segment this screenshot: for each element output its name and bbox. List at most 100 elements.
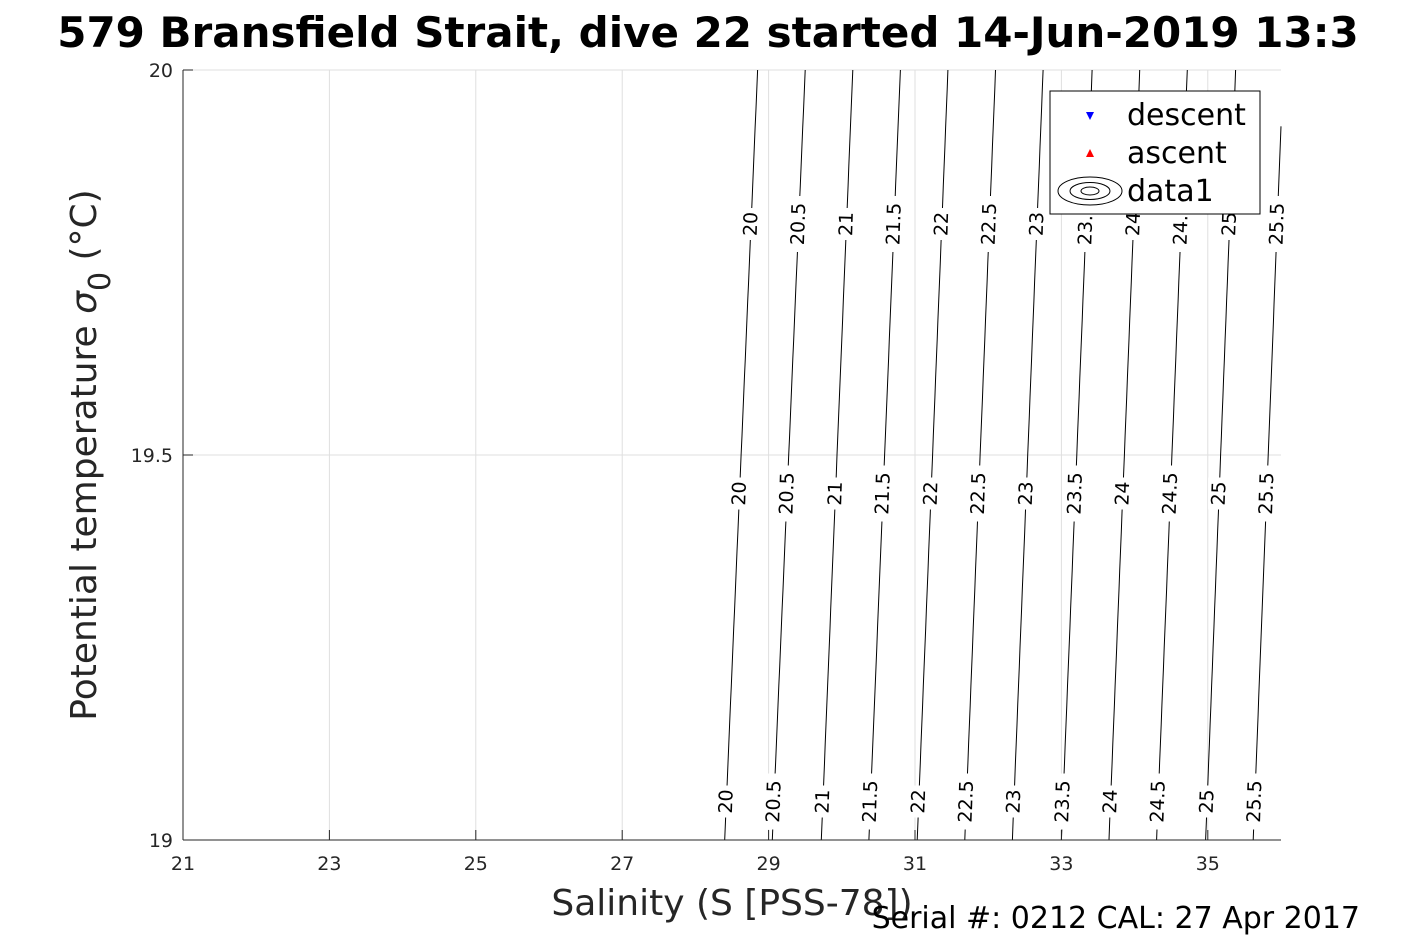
contour-label-0-1: 20 xyxy=(728,481,751,506)
contour-label-bg-8-2 xyxy=(1099,785,1122,818)
contour-label-bg-2-0 xyxy=(835,208,858,240)
contour-label-11-0: 25.5 xyxy=(1265,202,1288,245)
contour-label-bg-1-1 xyxy=(776,465,799,522)
legend-label-ascent: ascent xyxy=(1127,136,1227,171)
contour-label-9-2: 24.5 xyxy=(1146,780,1169,823)
contour-label-8-2: 24 xyxy=(1099,789,1122,814)
contour-label-4-2: 22 xyxy=(907,789,930,814)
contour-label-5-2: 22.5 xyxy=(955,780,978,823)
y-tick-label-0: 19 xyxy=(149,830,173,852)
contour-label-bg-2-1 xyxy=(824,477,847,510)
contour-label-bg-1-0 xyxy=(787,196,810,252)
contour-label-bg-11-1 xyxy=(1255,465,1278,522)
y-axis-label-subscript: 0 xyxy=(83,272,118,291)
contour-label-bg-11-0 xyxy=(1266,196,1289,252)
contour-label-10-0: 25 xyxy=(1218,212,1241,237)
contour-label-bg-10-2 xyxy=(1196,785,1219,818)
contour-line-22 xyxy=(916,69,949,841)
contour-label-8-0: 24 xyxy=(1122,212,1145,237)
contour-label-6-2: 23 xyxy=(1002,789,1025,814)
contour-label-2-2: 21 xyxy=(811,789,834,814)
contour-label-0-0: 20 xyxy=(740,212,763,237)
contour-label-3-2: 21.5 xyxy=(859,780,882,823)
contour-label-1-0: 20.5 xyxy=(787,202,810,245)
contour-label-bg-3-0 xyxy=(883,196,906,252)
x-tick-labels: 21 23 25 27 29 31 33 35 xyxy=(171,853,1220,875)
contour-label-11-1: 25.5 xyxy=(1255,472,1278,515)
contour-label-bg-5-1 xyxy=(967,465,990,522)
contour-label-bg-10-1 xyxy=(1208,477,1231,510)
contour-label-bg-1-2 xyxy=(762,773,785,830)
y-tick-labels: 19 19.5 20 xyxy=(131,60,173,852)
contour-label-bg-3-1 xyxy=(872,465,895,522)
contour-label-2-0: 21 xyxy=(835,212,858,237)
ascent-marker-icon xyxy=(1086,149,1094,157)
y-axis-label-unit: (°C) xyxy=(64,189,105,272)
contour-label-9-1: 24.5 xyxy=(1159,472,1182,515)
contour-label-10-1: 25 xyxy=(1208,481,1231,506)
contour-legend-icon xyxy=(1057,176,1123,206)
contour-label-1-2: 20.5 xyxy=(762,780,785,823)
contour-label-0-2: 20 xyxy=(715,789,738,814)
contour-label-4-0: 22 xyxy=(930,212,953,237)
x-tick-label-1: 23 xyxy=(317,853,341,875)
contour-label-11-2: 25.5 xyxy=(1243,780,1266,823)
contour-label-10-2: 25 xyxy=(1196,789,1219,814)
legend-box xyxy=(1049,90,1261,215)
contour-label-1-1: 20.5 xyxy=(775,472,798,515)
contour-label-bg-0-2 xyxy=(715,785,738,818)
contour-label-bg-9-2 xyxy=(1147,773,1170,830)
contour-label-bg-0-1 xyxy=(728,477,751,510)
contour-label-7-1: 23.5 xyxy=(1063,472,1086,515)
x-tick-label-6: 33 xyxy=(1049,853,1073,875)
contour-label-bg-4-1 xyxy=(920,477,943,510)
contour-label-bg-6-2 xyxy=(1002,785,1025,818)
x-tick-label-0: 21 xyxy=(171,853,195,875)
chart-title: 579 Bransfield Strait, dive 22 started 1… xyxy=(57,8,1359,57)
contour-label-bg-11-2 xyxy=(1243,773,1266,830)
contour-label-bg-8-1 xyxy=(1111,477,1134,510)
contour-label-4-1: 22 xyxy=(920,481,943,506)
contour-label-5-0: 22.5 xyxy=(978,202,1001,245)
descent-marker-icon xyxy=(1086,112,1094,120)
contour-label-6-1: 23 xyxy=(1015,481,1038,506)
contour-label-bg-0-0 xyxy=(740,208,763,240)
x-tick-label-4: 29 xyxy=(757,853,781,875)
contour-label-bg-7-1 xyxy=(1064,465,1087,522)
axes xyxy=(182,69,1281,841)
contour-line-21 xyxy=(820,69,854,841)
y-tick-label-1: 19.5 xyxy=(131,445,173,467)
legend-label-data1: data1 xyxy=(1127,174,1214,209)
contour-label-7-2: 23.5 xyxy=(1051,780,1074,823)
contour-label-bg-5-0 xyxy=(978,196,1001,252)
contour-label-bg-4-0 xyxy=(930,208,953,240)
contour-label-8-1: 24 xyxy=(1111,481,1134,506)
serial-calibration-note: Serial #: 0212 CAL: 27 Apr 2017 xyxy=(872,901,1360,936)
contour-line-23 xyxy=(1011,69,1044,841)
contour-label-3-1: 21.5 xyxy=(871,472,894,515)
contour-label-2-1: 21 xyxy=(824,481,847,506)
y-axis-label-symbol: σ xyxy=(64,290,105,314)
x-tick-label-5: 31 xyxy=(903,853,927,875)
legend: descent ascent data1 xyxy=(1049,90,1261,215)
y-axis-label-main: Potential temperature xyxy=(64,314,105,721)
contour-label-bg-6-0 xyxy=(1025,208,1048,240)
contour-label-bg-6-1 xyxy=(1015,477,1038,510)
contour-label-3-0: 21.5 xyxy=(882,202,905,245)
contour-label-5-1: 22.5 xyxy=(967,472,990,515)
contour-label-bg-2-2 xyxy=(811,785,834,818)
y-tick-label-2: 20 xyxy=(149,60,173,82)
contour-label-bg-4-2 xyxy=(907,785,930,818)
x-axis-label: Salinity (S [PSS-78]) xyxy=(551,883,912,924)
x-tick-label-7: 35 xyxy=(1196,853,1220,875)
contour-label-6-0: 23 xyxy=(1026,212,1049,237)
contour-label-bg-7-2 xyxy=(1051,773,1074,830)
x-tick-label-3: 27 xyxy=(610,853,634,875)
contour-label-bg-5-2 xyxy=(955,773,978,830)
x-tick-label-2: 25 xyxy=(464,853,488,875)
legend-label-descent: descent xyxy=(1127,98,1246,133)
contour-line-20 xyxy=(724,69,759,841)
contour-label-bg-3-2 xyxy=(859,773,882,830)
contour-label-bg-9-1 xyxy=(1159,465,1182,522)
